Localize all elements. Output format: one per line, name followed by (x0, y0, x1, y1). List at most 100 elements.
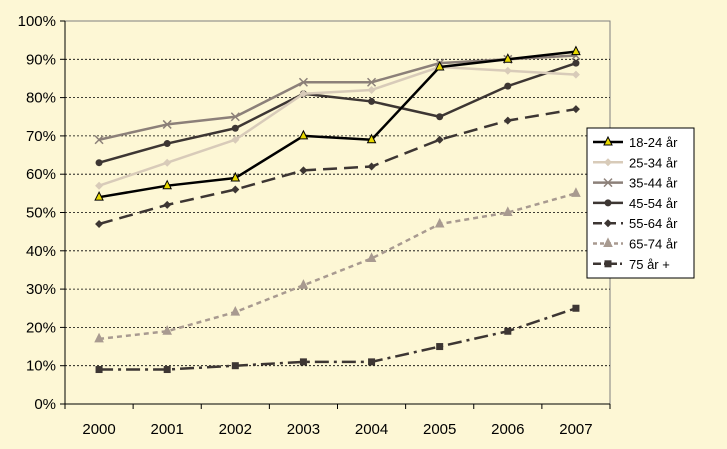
x-tick-label: 2001 (151, 421, 184, 438)
y-tick-label: 10% (26, 358, 56, 375)
x-tick-label: 2003 (287, 421, 320, 438)
y-tick-label: 50% (26, 205, 56, 222)
series-line (98, 107, 577, 226)
data-point (299, 166, 308, 175)
legend-marker (603, 135, 613, 146)
y-tick-label: 60% (26, 166, 56, 183)
legend-item: 35-44 år (593, 176, 678, 191)
data-point (299, 358, 307, 366)
y-tick-label: 40% (26, 243, 56, 260)
data-point (368, 358, 376, 366)
legend-item: 18-24 år (593, 135, 678, 150)
data-point (434, 217, 445, 228)
data-point (503, 206, 513, 216)
y-tick-label: 70% (26, 128, 56, 145)
data-point (162, 325, 172, 335)
legend-label: 65-74 år (629, 237, 678, 252)
legend-label: 75 år + (629, 257, 670, 272)
legend-marker (604, 260, 612, 268)
data-point (571, 105, 580, 114)
series-line (98, 50, 577, 199)
data-point (368, 97, 376, 105)
data-point (367, 85, 376, 94)
data-point (572, 304, 580, 312)
series-75-r-plus (95, 304, 580, 374)
series-55-64-r (95, 105, 580, 228)
y-tick-label: 100% (18, 13, 56, 30)
data-point (94, 191, 104, 201)
legend-label: 35-44 år (629, 176, 678, 191)
y-tick-label: 80% (26, 90, 56, 107)
series-line (98, 65, 577, 187)
data-point (163, 366, 171, 374)
y-tick-label: 20% (26, 319, 56, 336)
legend-label: 25-34 år (629, 155, 678, 170)
x-tick-label: 2007 (559, 421, 592, 438)
data-point (436, 343, 444, 351)
data-point (162, 179, 172, 190)
legend-marker (604, 219, 612, 228)
legend-label: 18-24 år (629, 135, 678, 150)
data-point (571, 70, 580, 79)
data-point (94, 135, 104, 145)
legend-item: 45-54 år (593, 196, 678, 211)
legend-item: 65-74 år (593, 237, 678, 252)
legend-item: 75 år + (593, 257, 670, 272)
y-tick-label: 90% (26, 51, 56, 68)
data-point (571, 45, 581, 56)
data-point (366, 133, 377, 144)
x-tick-label: 2005 (423, 421, 456, 438)
legend: 18-24 år 25-34 år 35-44 år 45-54 år 55-64 år… (586, 127, 695, 279)
data-point (298, 279, 309, 289)
data-point (95, 159, 103, 167)
x-tick-label: 2000 (82, 421, 115, 438)
data-point (436, 113, 444, 121)
data-point (231, 185, 240, 194)
series-line (98, 61, 577, 164)
data-point (230, 171, 241, 182)
data-point (435, 135, 444, 144)
series-65-74-r (94, 187, 581, 343)
data-point (367, 162, 376, 171)
data-point (298, 129, 309, 140)
legend-marker (603, 237, 613, 247)
data-point (298, 77, 308, 87)
data-point (434, 60, 445, 71)
legend-marker (603, 178, 613, 188)
data-point (504, 327, 512, 335)
data-point (503, 53, 513, 63)
data-point (367, 77, 377, 87)
data-point (231, 124, 239, 132)
data-point (571, 187, 581, 197)
legend-label: 45-54 år (629, 196, 678, 211)
data-point (230, 112, 240, 122)
data-point (504, 82, 512, 90)
data-point (299, 89, 308, 98)
legend-item: 25-34 år (593, 155, 678, 170)
legend-label: 55-64 år (629, 216, 678, 231)
data-point (95, 219, 104, 228)
data-point (572, 59, 580, 67)
series-18-24-r (94, 45, 581, 201)
legend-item: 55-64 år (593, 216, 678, 231)
legend-marker (604, 199, 612, 207)
x-tick-label: 2002 (219, 421, 252, 438)
data-point (503, 116, 512, 125)
data-point (95, 181, 104, 190)
data-point (162, 119, 172, 129)
y-tick-label: 0% (34, 396, 56, 413)
x-tick-label: 2006 (491, 421, 524, 438)
x-tick-label: 2004 (355, 421, 388, 438)
data-point (163, 200, 172, 209)
data-point (163, 158, 172, 167)
legend-marker (604, 158, 612, 167)
data-point (163, 140, 171, 148)
data-point (503, 66, 512, 75)
y-tick-label: 30% (26, 281, 56, 298)
data-point (366, 252, 377, 262)
data-point (94, 332, 104, 343)
data-point (230, 305, 241, 316)
data-point (231, 135, 240, 144)
